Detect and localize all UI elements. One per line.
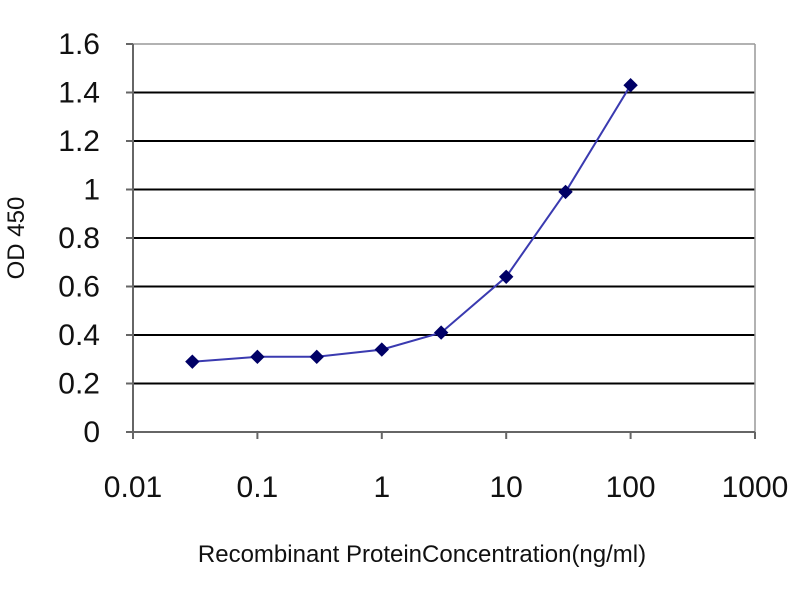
y-tick-label: 0.4 (58, 319, 100, 352)
data-point-marker (623, 78, 638, 93)
series-group (185, 78, 638, 369)
y-tick-label: 0.2 (58, 368, 100, 401)
x-tick-label: 1 (373, 471, 390, 504)
x-ticks: 0.01 0.1 1 10 100 1000 (104, 432, 789, 504)
data-point-marker (185, 354, 200, 369)
y-tick-label: 1.2 (58, 125, 100, 158)
x-tick-label: 0.01 (104, 471, 162, 504)
y-tick-label: 0.6 (58, 271, 100, 304)
y-ticks: 0 0.2 0.4 0.6 0.8 1 1.2 1.4 1.6 (58, 28, 133, 449)
data-point-marker (250, 349, 265, 365)
y-tick-label: 0.8 (58, 222, 100, 255)
y-tick-label: 0 (83, 416, 100, 449)
x-tick-label: 0.1 (237, 471, 279, 504)
y-axis-title: OD 450 (3, 197, 30, 280)
x-tick-label: 100 (606, 471, 656, 504)
data-point-marker (309, 349, 324, 365)
y-tick-label: 1 (83, 174, 100, 207)
data-point-marker (433, 325, 449, 340)
x-tick-label: 10 (490, 471, 523, 504)
data-point-marker (498, 269, 514, 285)
y-tick-label: 1.4 (58, 77, 100, 110)
series-line (192, 84, 632, 363)
x-tick-label: 1000 (722, 471, 789, 504)
y-tick-label: 1.6 (58, 28, 100, 61)
data-point-marker (558, 184, 573, 200)
data-point-marker (374, 342, 390, 357)
x-axis-title: Recombinant ProteinConcentration(ng/ml) (198, 541, 646, 568)
